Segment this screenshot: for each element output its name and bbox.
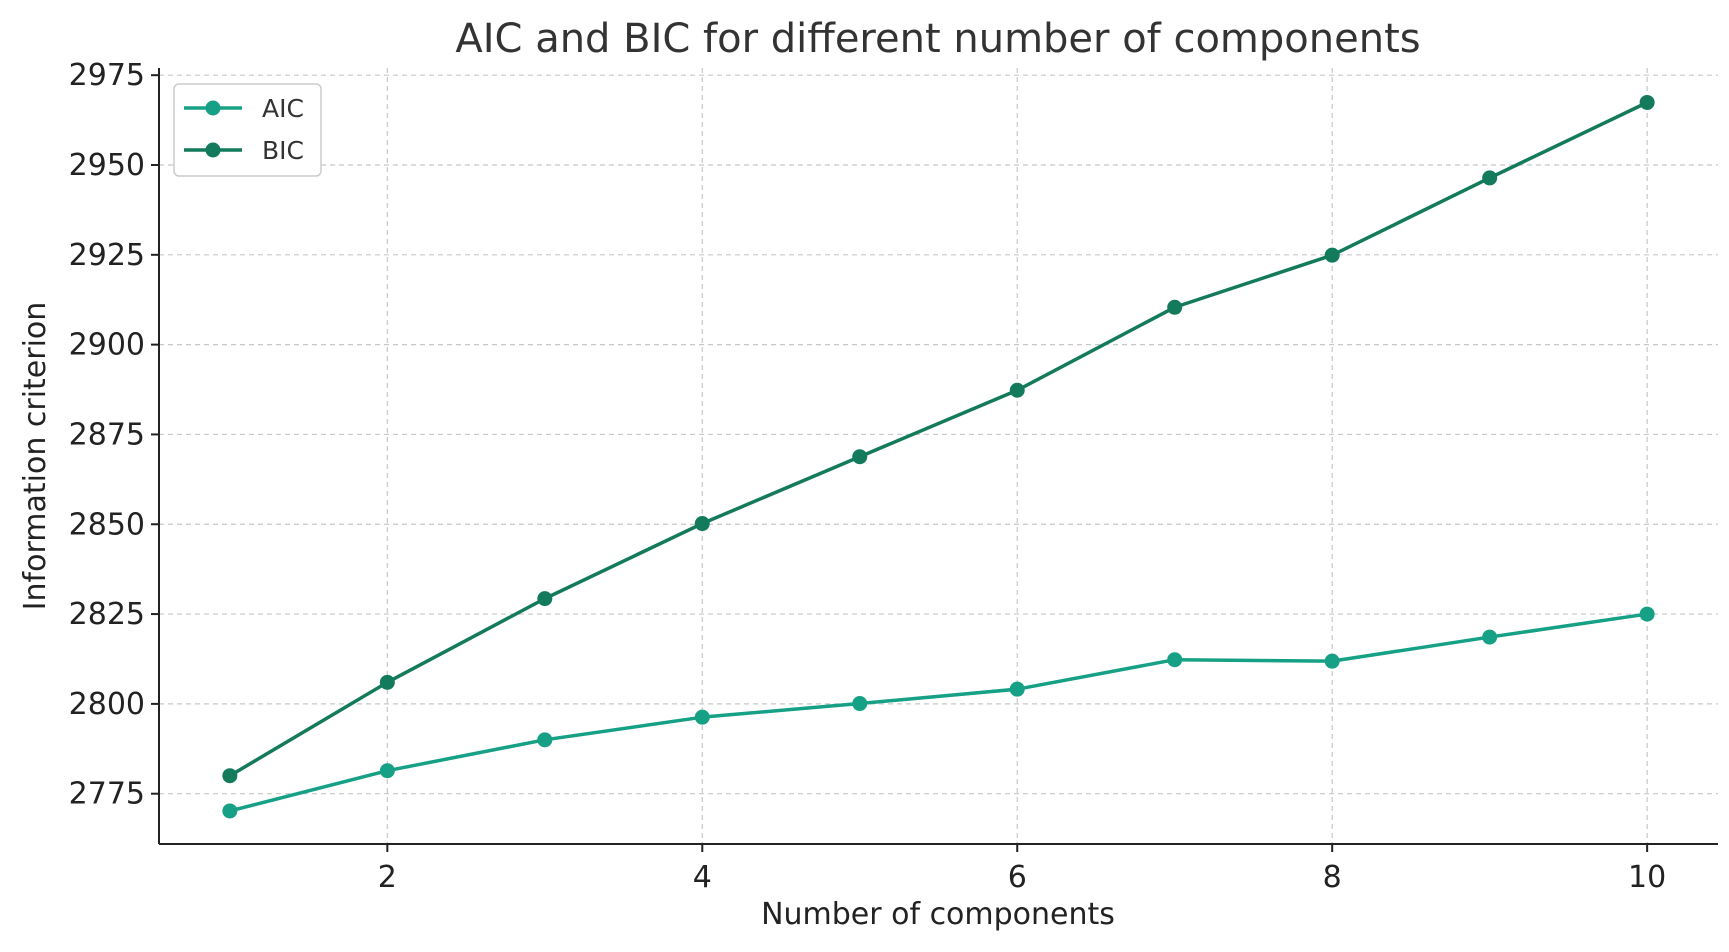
legend-marker-aic: [205, 100, 221, 116]
bic-point: [1009, 382, 1025, 398]
legend-label-bic: BIC: [262, 136, 304, 165]
axes: [158, 68, 1718, 845]
aic-series: [222, 606, 1655, 819]
aic-point: [1639, 606, 1655, 622]
y-tick-label: 2825: [69, 597, 145, 632]
y-tick-label: 2925: [69, 238, 145, 273]
chart-title: AIC and BIC for different number of comp…: [455, 16, 1420, 62]
bic-point: [1167, 299, 1183, 315]
grid: [159, 68, 1718, 844]
aic-point: [1167, 652, 1183, 668]
x-tick-label: 2: [378, 860, 397, 895]
x-tick-label: 10: [1628, 860, 1666, 895]
x-tick-label: 4: [693, 860, 712, 895]
y-tick-label: 2875: [69, 417, 145, 452]
x-tick-label: 8: [1323, 860, 1342, 895]
aic-point: [694, 709, 710, 725]
y-tick-label: 2800: [69, 687, 145, 722]
bic-point: [1639, 94, 1655, 110]
y-tick-label: 2975: [69, 58, 145, 93]
legend-item-aic: AIC: [184, 94, 304, 123]
legend-label-aic: AIC: [262, 94, 304, 123]
bic-point: [1324, 247, 1340, 263]
series: [222, 94, 1655, 819]
aic-point: [379, 763, 395, 779]
bic-point: [852, 449, 868, 465]
aic-point: [852, 696, 868, 712]
ticks: 2775 2800 2825 2850 2875 2900 2925 2950 2975 2 4 6 8…: [69, 58, 1667, 895]
legend-marker-bic: [205, 142, 221, 158]
aic-point: [1482, 629, 1498, 645]
x-axis-label: Number of components: [761, 897, 1115, 932]
aic-point: [1324, 653, 1340, 669]
bic-line: [228, 100, 1649, 778]
bic-series: [222, 94, 1655, 784]
y-axis-label: Information criterion: [18, 302, 53, 611]
bic-point: [537, 591, 553, 607]
x-tick-label: 6: [1008, 860, 1027, 895]
legend: AIC BIC: [173, 83, 322, 177]
aic-line: [228, 612, 1649, 813]
bic-point: [694, 516, 710, 532]
bic-point: [222, 768, 238, 784]
y-tick-label: 2775: [69, 777, 145, 812]
legend-item-bic: BIC: [184, 136, 304, 165]
y-tick-label: 2850: [69, 507, 145, 542]
y-tick-label: 2950: [69, 148, 145, 183]
bic-point: [379, 674, 395, 690]
aic-point: [537, 732, 553, 748]
bic-point: [1482, 170, 1498, 186]
aic-point: [222, 803, 238, 819]
y-tick-label: 2900: [69, 328, 145, 363]
aic-point: [1009, 681, 1025, 697]
